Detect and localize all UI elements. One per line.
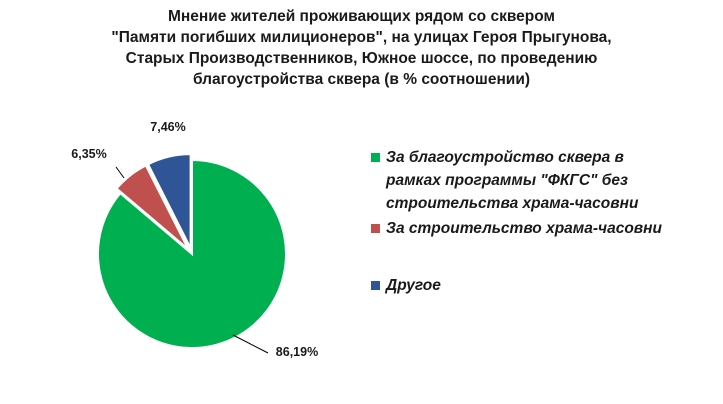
- leader-line: [232, 334, 269, 354]
- legend-label-line: строительства храма-часовни: [386, 195, 639, 212]
- legend-label-line: За благоустройство сквера в: [386, 149, 624, 166]
- chart-title-line: Старых Производственников, Южное шоссе, …: [125, 50, 598, 67]
- pie-leader-lines: [115, 166, 269, 354]
- chart-title-line: "Памяти погибших милиционеров", на улица…: [111, 29, 612, 46]
- pie-data-labels: 86,19% 6,35% 7,46%: [71, 120, 318, 359]
- legend-swatch-other: [371, 281, 380, 290]
- chart-title-line: Мнение жителей проживающих рядом со скве…: [168, 8, 555, 25]
- data-label: 7,46%: [150, 120, 185, 134]
- pie-slice: [97, 158, 287, 349]
- legend: За благоустройство сквера в рамках прогр…: [371, 146, 711, 297]
- legend-item-landscaping: За благоустройство сквера в рамках прогр…: [371, 146, 711, 215]
- chart-title: Мнение жителей проживающих рядом со скве…: [0, 6, 723, 90]
- legend-item-chapel: За строительство храма-часовни: [371, 217, 711, 240]
- legend-label-other: Другое: [386, 277, 441, 294]
- data-label: 86,19%: [276, 345, 318, 359]
- pie-slice: [115, 164, 190, 251]
- legend-label-chapel: За строительство храма-часовни: [386, 220, 662, 237]
- legend-label-landscaping: За благоустройство сквера в рамках прогр…: [386, 146, 711, 215]
- legend-swatch-landscaping: [371, 153, 380, 162]
- data-label: 6,35%: [71, 147, 106, 161]
- legend-swatch-chapel: [371, 224, 380, 233]
- legend-label-line: рамках программы "ФКГС" без: [386, 172, 628, 189]
- legend-item-other: Другое: [371, 274, 711, 297]
- pie-slices: [97, 153, 287, 349]
- chart-title-line: благоустройства сквера (в % соотношении): [192, 71, 531, 88]
- leader-line: [115, 166, 125, 179]
- pie-slice: [146, 153, 192, 249]
